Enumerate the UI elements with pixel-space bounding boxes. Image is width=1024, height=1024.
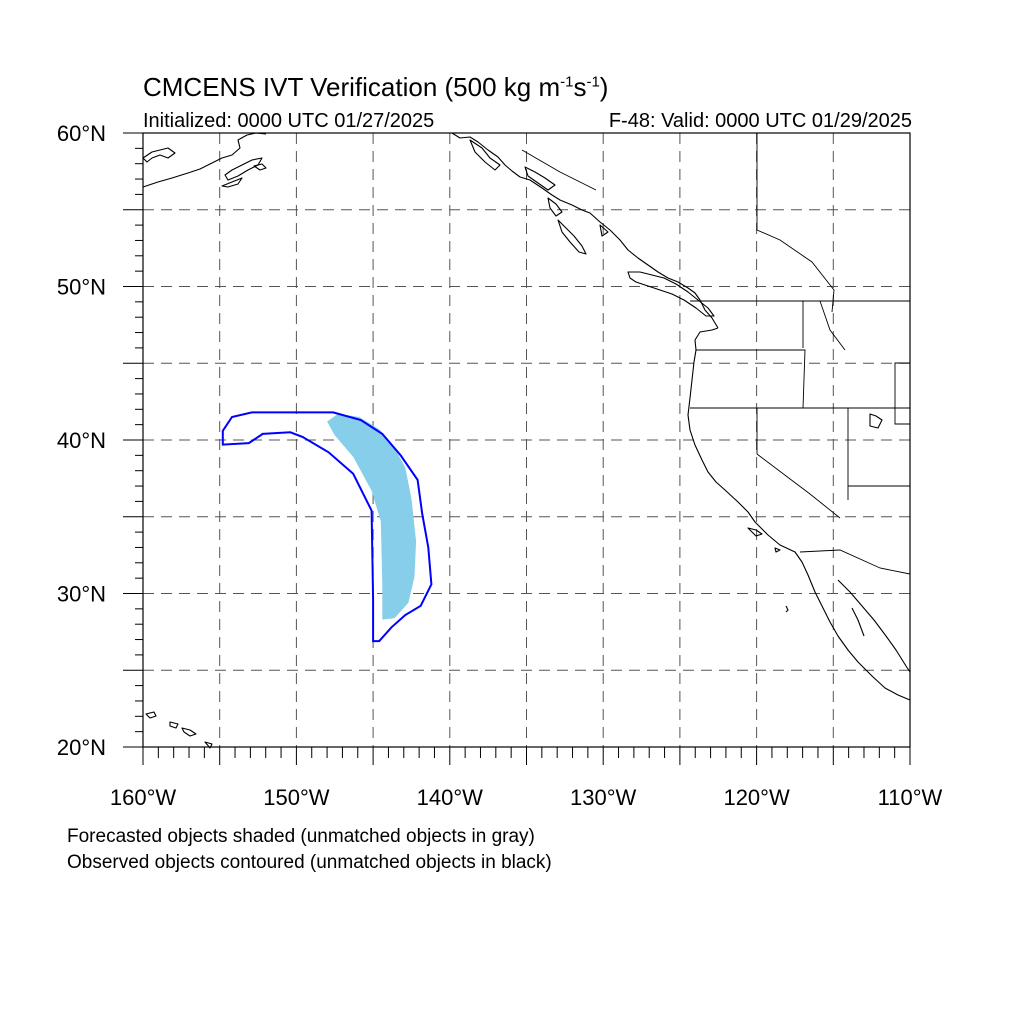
footer-observed-note: Observed objects contoured (unmatched ob… <box>67 852 552 873</box>
latitude-tick-label: 30°N <box>57 582 106 607</box>
longitude-tick-label: 130°W <box>570 785 637 810</box>
latitude-tick-label: 20°N <box>57 735 106 760</box>
latitude-tick-label: 60°N <box>57 121 106 146</box>
latitude-labels: 20°N 30°N 40°N 50°N 60°N <box>57 121 106 760</box>
latitude-tick-label: 50°N <box>57 275 106 300</box>
longitude-tick-label: 110°W <box>878 785 943 810</box>
longitude-tick-label: 160°W <box>110 785 177 810</box>
chart-title: CMCENS IVT Verification (500 kg m-1s-1) <box>143 72 609 102</box>
coastlines-and-borders <box>142 132 911 749</box>
longitude-tick-label: 150°W <box>263 785 330 810</box>
footer-forecast-note: Forecasted objects shaded (unmatched obj… <box>67 826 535 847</box>
longitude-tick-label: 120°W <box>723 785 790 810</box>
forecast-objects <box>327 413 417 620</box>
map-gridlines <box>143 133 910 747</box>
longitude-labels: 160°W 150°W 140°W 130°W 120°W 110°W <box>110 785 943 810</box>
valid-time: F-48: Valid: 0000 UTC 01/29/2025 <box>608 110 912 132</box>
map-frame <box>123 132 911 765</box>
political-borders <box>521 133 911 575</box>
observed-ivt-contour <box>221 411 433 643</box>
observed-objects <box>221 411 433 643</box>
latitude-tick-label: 40°N <box>57 428 106 453</box>
longitude-tick-label: 140°W <box>417 785 484 810</box>
forecast-ivt-object <box>327 413 417 620</box>
initialized-time: Initialized: 0000 UTC 01/27/2025 <box>143 110 435 132</box>
